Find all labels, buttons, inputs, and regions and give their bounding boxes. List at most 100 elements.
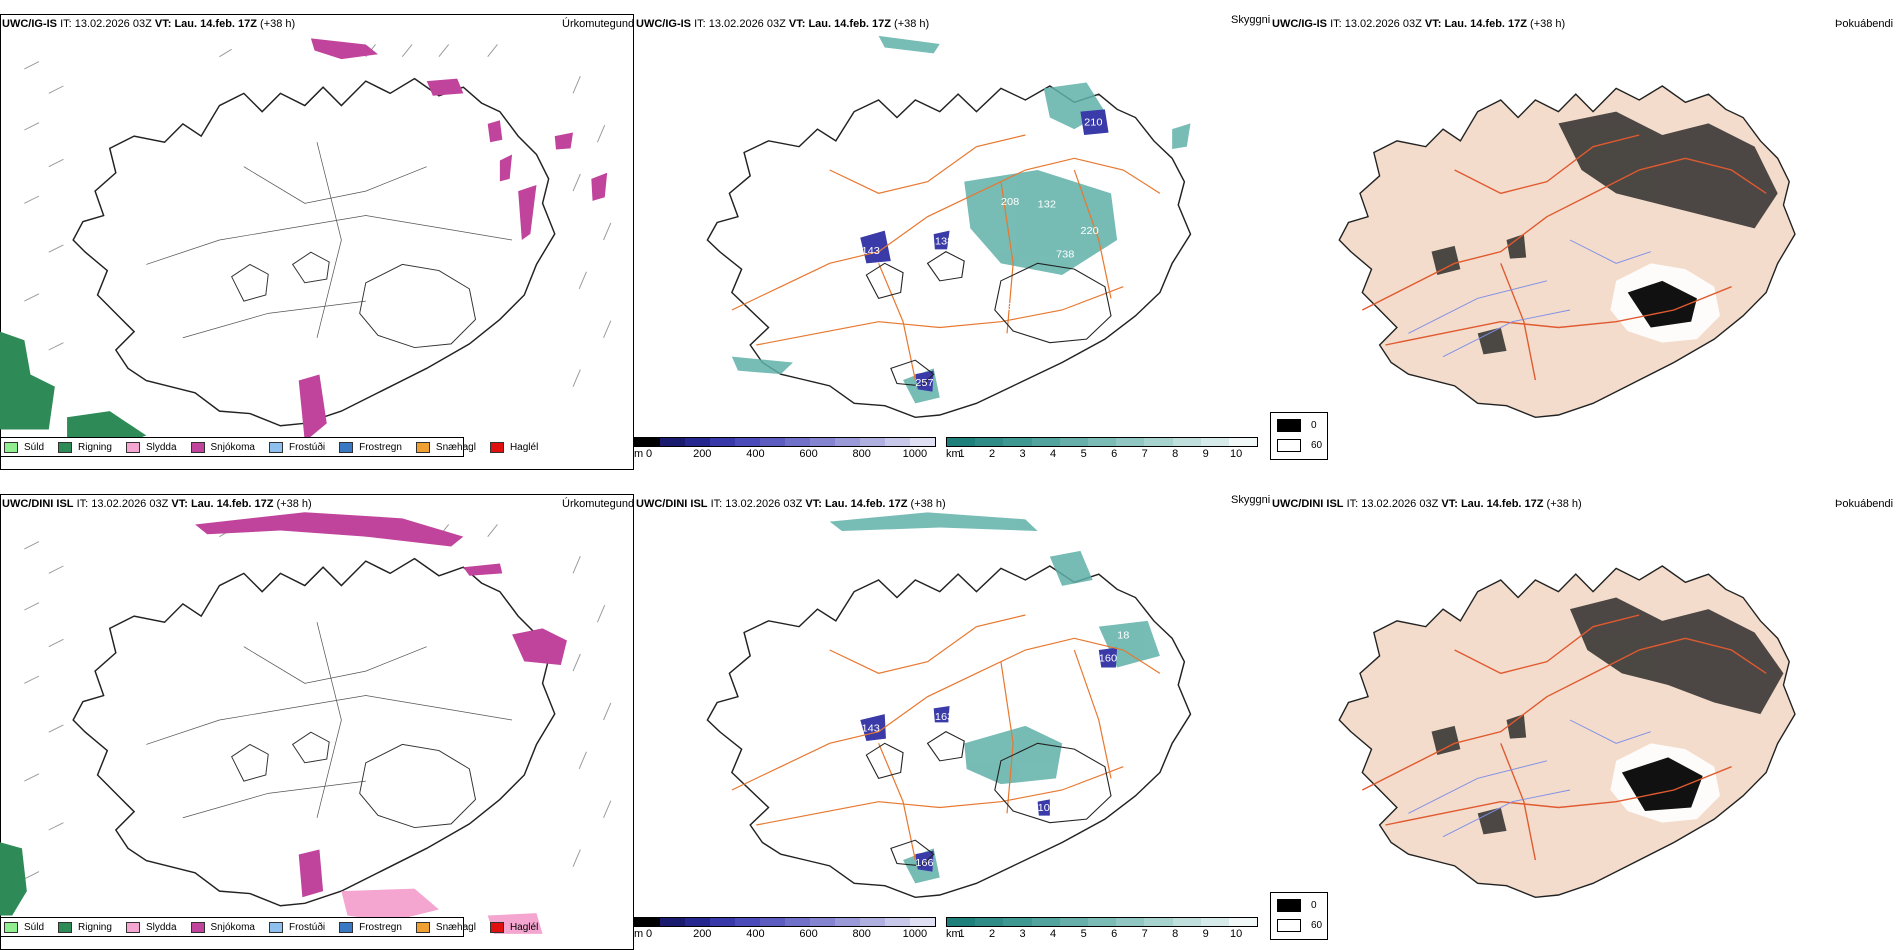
colorbar-tick: 6 <box>1111 928 1118 940</box>
colorbar-tick: 5 <box>1080 448 1087 460</box>
colorbar-box <box>975 918 1004 926</box>
legend-item: Slydda <box>125 441 177 453</box>
colorbar-boxes <box>634 437 936 447</box>
ceiling-map: 210 138 143 254 208 132 738 257 220 136 <box>706 35 1192 419</box>
colorbar-box <box>635 918 660 926</box>
precip-map-frame <box>0 14 634 470</box>
colorbar-box <box>735 918 760 926</box>
colorbar-ticks: m 0 200 400 600 800 1000 <box>634 928 928 940</box>
map-label: 166 <box>915 857 933 869</box>
colorbar-tick: 9 <box>1202 448 1209 460</box>
colorbar-tick: 2 <box>989 448 996 460</box>
legend-item: Súld <box>4 921 44 933</box>
colorbar-tick: 600 <box>799 928 818 940</box>
colorbar-box <box>760 438 785 446</box>
colorbar-box <box>1059 918 1088 926</box>
map-label: 210 <box>1084 117 1102 129</box>
header: UWC/DINI ISL IT: 13.02.2026 03Z VT: Lau.… <box>636 498 946 510</box>
colorbar-box <box>910 918 935 926</box>
colorbar-tick: 0 <box>646 928 653 940</box>
colorbar-tick: 3 <box>1019 448 1026 460</box>
colorbar-boxes <box>946 437 1258 447</box>
colorbar-box <box>1228 918 1258 926</box>
colorbar-box <box>785 918 810 926</box>
precip-panel-ig: UWC/IG-IS IT: 13.02.2026 03Z VT: Lau. 14… <box>0 0 634 470</box>
colorbar-boxes <box>634 917 936 927</box>
colorbar-ticks: km 1 2 3 4 5 6 7 8 9 10 <box>946 928 1243 940</box>
colorbar-tick: 200 <box>693 448 712 460</box>
colorbar-ticks: m 0 200 400 600 800 1000 <box>634 448 928 460</box>
legend-item: Rigning <box>58 441 112 453</box>
colorbar-box <box>1200 438 1229 446</box>
visibility-colorbar: km 1 2 3 4 5 6 7 8 9 10 <box>946 437 1258 461</box>
colorbar-box <box>1144 438 1173 446</box>
colorbar-box <box>810 918 835 926</box>
colorbar-box <box>975 438 1004 446</box>
colorbar-box <box>1228 438 1258 446</box>
map-label: 136 <box>1001 301 1019 313</box>
header: UWC/IG-IS IT: 13.02.2026 03Z VT: Lau. 14… <box>2 18 296 30</box>
colorbar-tick: 2 <box>989 928 996 940</box>
colorbar-tick: 4 <box>1050 448 1057 460</box>
colorbar-box <box>885 438 910 446</box>
colorbar-box <box>735 438 760 446</box>
map-label: 143 <box>861 245 879 257</box>
colorbar-tick: 1000 <box>902 928 928 940</box>
colorbar-tick: 10 <box>1230 928 1243 940</box>
fog-panel-ig: UWC/IG-IS IT: 13.02.2026 03Z VT: Lau. 14… <box>1270 0 1900 470</box>
colorbar-tick: 1 <box>958 928 965 940</box>
precip-panel-dini: UWC/DINI ISL IT: 13.02.2026 03Z VT: Lau.… <box>0 480 634 950</box>
colorbar-box <box>785 438 810 446</box>
colorbar-box <box>1031 438 1060 446</box>
header: UWC/DINI ISL IT: 13.02.2026 03Z VT: Lau.… <box>2 498 312 510</box>
map-label: 160 <box>1099 653 1117 665</box>
panel-title: Þokuábendi <box>1835 18 1894 30</box>
colorbar-box <box>1172 918 1201 926</box>
legend-item: Slydda <box>125 921 177 933</box>
header: UWC/DINI ISL IT: 13.02.2026 03Z VT: Lau.… <box>1272 498 1582 510</box>
map-label: 18 <box>1117 630 1129 642</box>
colorbar-tick: 800 <box>852 928 871 940</box>
colorbar-box <box>1087 918 1117 926</box>
colorbar-tick: 0 <box>646 448 653 460</box>
colorbar-box <box>1172 438 1201 446</box>
colorbar-box <box>860 438 885 446</box>
colorbar-box <box>947 438 976 446</box>
colorbar-tick: 400 <box>746 928 765 940</box>
precip-legend: Súld Rigning Slydda Snjókoma Frostúði Fr… <box>0 437 538 457</box>
panel-title: Þokuábendi <box>1835 498 1894 510</box>
legend-item: Haglél <box>489 441 538 453</box>
header: UWC/IG-IS IT: 13.02.2026 03Z VT: Lau. 14… <box>1272 18 1566 30</box>
colorbar-tick: 1000 <box>902 448 928 460</box>
legend-item: Snæhagl <box>415 921 476 933</box>
colorbar-tick: 10 <box>1230 448 1243 460</box>
legend-item: Frostúði <box>268 921 325 933</box>
colorbar-box <box>710 438 735 446</box>
colorbar-tick: 4 <box>1050 928 1057 940</box>
colorbar-tick: 200 <box>693 928 712 940</box>
legend-item: Snjókoma <box>190 921 255 933</box>
colorbar-box <box>1087 438 1117 446</box>
panel-title: Skyggni <box>1231 494 1271 506</box>
legend-item: Súld <box>4 441 44 453</box>
colorbar-box <box>810 438 835 446</box>
colorbar-box <box>1200 918 1229 926</box>
map-label: 257 <box>915 377 933 389</box>
visibility-colorbar: km 1 2 3 4 5 6 7 8 9 10 <box>946 917 1258 941</box>
cloud-key-row: 0 <box>1277 419 1317 432</box>
ceiling-panel-dini: 18 160 37 166 163 143 105 UWC/DINI ISL I… <box>634 480 1270 950</box>
map-label: 105 <box>1038 802 1056 814</box>
colorbar-tick: 3 <box>1019 928 1026 940</box>
colorbar-box <box>1003 918 1032 926</box>
map-label: 163 <box>935 711 953 723</box>
colorbar-box <box>1059 438 1088 446</box>
colorbar-tick: 5 <box>1080 928 1087 940</box>
legend-item: Snæhagl <box>415 441 476 453</box>
legend-item: Rigning <box>58 921 112 933</box>
precip-legend: Súld Rigning Slydda Snjókoma Frostúði Fr… <box>0 917 538 937</box>
colorbar-box <box>860 918 885 926</box>
cloud-key-row: 0 <box>1277 899 1317 912</box>
map-label: 132 <box>1038 199 1056 211</box>
ceiling-map: 18 160 37 166 163 143 105 <box>706 512 1192 899</box>
map-label: 220 <box>1080 225 1098 237</box>
